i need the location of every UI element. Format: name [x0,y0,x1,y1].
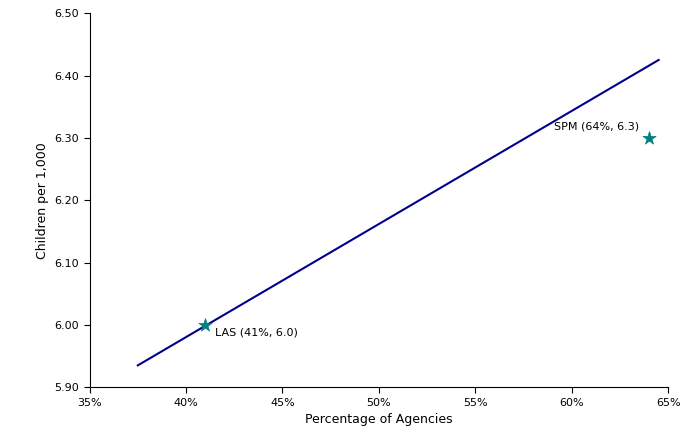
Point [644,134,655,141]
X-axis label: Percentage of Agencies: Percentage of Agencies [305,413,453,426]
Point [200,321,211,328]
Y-axis label: Children per 1,000: Children per 1,000 [36,142,49,259]
Text: SPM (64%, 6.3): SPM (64%, 6.3) [554,121,639,132]
Text: LAS (41%, 6.0): LAS (41%, 6.0) [215,327,298,337]
